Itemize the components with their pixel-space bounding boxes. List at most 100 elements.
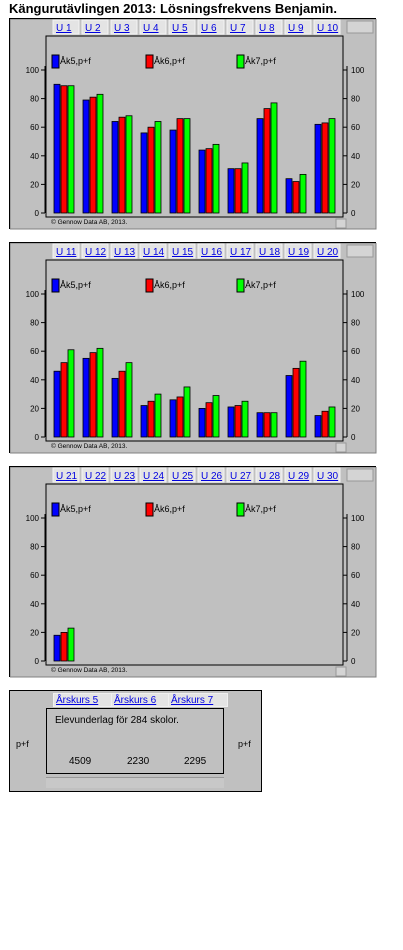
legend-label: Åk6,p+f — [154, 280, 185, 290]
tab-background — [197, 467, 225, 483]
legend-swatch — [145, 502, 154, 517]
legend-swatch — [51, 278, 60, 293]
y-tick-label-left: 40 — [30, 376, 39, 385]
y-tick-label-right: 60 — [351, 123, 360, 132]
question-tab[interactable]: U 30 — [313, 467, 341, 483]
bar — [285, 375, 293, 438]
y-tick-label-left: 40 — [30, 152, 39, 161]
bar — [270, 102, 278, 214]
y-tick-label-left: 20 — [30, 404, 39, 413]
bar — [125, 362, 133, 438]
y-tick-label-right: 40 — [351, 152, 360, 161]
tab-background — [139, 467, 167, 483]
question-tab[interactable]: U 8 — [255, 19, 283, 35]
tab-label: U 15 — [172, 247, 194, 258]
tab-label: U 16 — [201, 247, 223, 258]
question-tab[interactable]: U 29 — [284, 467, 312, 483]
question-tab[interactable]: U 18 — [255, 243, 283, 259]
tab-background — [284, 467, 312, 483]
y-tick-label-right: 0 — [351, 209, 356, 218]
tab-label: U 25 — [172, 471, 194, 482]
question-tab[interactable]: U 11 — [52, 243, 80, 259]
bar-chart-2: U 11 U 12 U 13 U 14 U 15 U 16 U 17 U 18 U 19 U 20… — [10, 243, 377, 454]
top-right-bar — [346, 20, 374, 34]
y-tick-label-left: 60 — [30, 123, 39, 132]
chart-panel-1: U 1 U 2 U 3 U 4 U 5 U 6 U 7 U 8 U 9 U 10 0 0 20 20 40 4… — [9, 18, 377, 230]
tab-label: U 26 — [201, 471, 223, 482]
count-arskurs-7: 2295 — [184, 756, 207, 767]
tab-background — [313, 243, 341, 259]
tab-label: U 11 — [56, 247, 77, 258]
bar — [241, 400, 249, 438]
bar — [292, 367, 300, 438]
bar — [234, 405, 242, 438]
question-tab[interactable]: U 27 — [226, 467, 254, 483]
question-tab[interactable]: U 25 — [168, 467, 196, 483]
bar — [263, 108, 271, 214]
question-tab[interactable]: U 5 — [168, 19, 196, 35]
bar — [147, 126, 155, 214]
tab-label: U 20 — [317, 247, 339, 258]
question-tab[interactable]: U 6 — [197, 19, 225, 35]
copyright-label: © Gennow Data AB, 2013. — [51, 666, 128, 674]
bar — [176, 118, 184, 214]
tab-background — [110, 19, 138, 35]
bar — [67, 85, 75, 214]
y-tick-label-right: 40 — [351, 600, 360, 609]
bar — [176, 396, 184, 438]
tab-label: U 30 — [317, 471, 339, 482]
tab-label: U 9 — [288, 23, 304, 34]
question-tab[interactable]: U 22 — [81, 467, 109, 483]
question-tab[interactable]: U 10 — [313, 19, 341, 35]
question-tab[interactable]: U 14 — [139, 243, 167, 259]
question-tab[interactable]: U 3 — [110, 19, 138, 35]
question-tab[interactable]: U 19 — [284, 243, 312, 259]
tab-label: U 19 — [288, 247, 310, 258]
bar — [154, 121, 162, 214]
tab-background — [81, 467, 109, 483]
tab-background — [226, 467, 254, 483]
bar — [292, 181, 300, 214]
question-tab[interactable]: U 2 — [81, 19, 109, 35]
tab-label: U 8 — [259, 23, 275, 34]
tab-label: U 21 — [56, 471, 78, 482]
tab-background — [168, 467, 196, 483]
bar — [169, 129, 177, 214]
question-tab[interactable]: U 15 — [168, 243, 196, 259]
tab-arskurs-5[interactable]: Årskurs 5 — [53, 693, 113, 707]
question-tab[interactable]: U 9 — [284, 19, 312, 35]
question-tab[interactable]: U 26 — [197, 467, 225, 483]
tab-arskurs-7[interactable]: Årskurs 7 — [168, 693, 228, 707]
question-tab[interactable]: U 28 — [255, 467, 283, 483]
question-tab[interactable]: U 21 — [52, 467, 80, 483]
count-arskurs-6: 2230 — [127, 756, 150, 767]
question-tab[interactable]: U 16 — [197, 243, 225, 259]
bar — [147, 400, 155, 438]
question-tab[interactable]: U 13 — [110, 243, 138, 259]
bar — [227, 168, 235, 214]
tab-arskurs-6[interactable]: Årskurs 6 — [111, 693, 171, 707]
question-tab[interactable]: U 23 — [110, 467, 138, 483]
legend-label: Åk7,p+f — [245, 280, 276, 290]
y-tick-label-left: 60 — [30, 347, 39, 356]
summary-left-side — [10, 691, 46, 791]
legend-label: Åk5,p+f — [60, 56, 91, 66]
y-tick-label-right: 20 — [351, 628, 360, 637]
y-tick-label-right: 20 — [351, 180, 360, 189]
bar — [82, 99, 90, 214]
question-tab[interactable]: U 24 — [139, 467, 167, 483]
question-tab[interactable]: U 4 — [139, 19, 167, 35]
question-tab[interactable]: U 17 — [226, 243, 254, 259]
bar — [53, 83, 61, 214]
question-tab[interactable]: U 7 — [226, 19, 254, 35]
question-tab[interactable]: U 1 — [52, 19, 80, 35]
top-right-bar — [346, 244, 374, 258]
bar — [198, 407, 206, 438]
legend-swatch — [51, 54, 60, 69]
question-tab[interactable]: U 12 — [81, 243, 109, 259]
y-tick-label-right: 80 — [351, 95, 360, 104]
scroll-corner — [335, 218, 347, 229]
bar — [205, 148, 213, 214]
question-tab[interactable]: U 20 — [313, 243, 341, 259]
count-arskurs-5: 4509 — [69, 756, 92, 767]
